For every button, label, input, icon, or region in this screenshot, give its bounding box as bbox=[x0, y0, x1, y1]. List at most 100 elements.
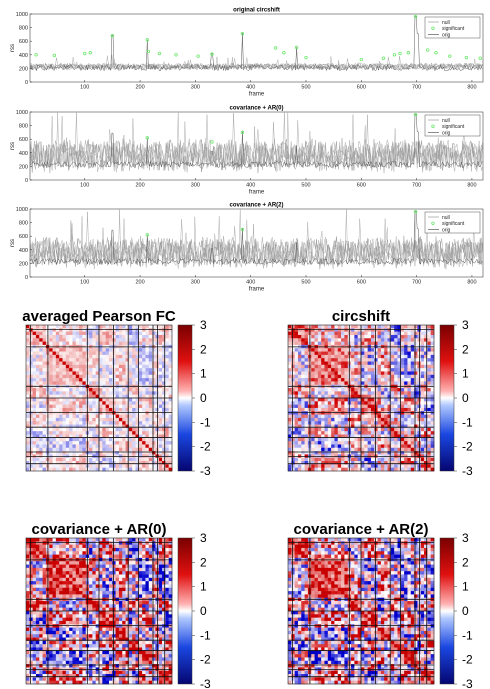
heatmap-cell bbox=[301, 368, 305, 372]
heatmap-cell bbox=[331, 331, 335, 336]
heatmap-cell bbox=[95, 328, 100, 332]
heatmap-cell bbox=[82, 441, 87, 445]
heatmap-cell bbox=[424, 414, 428, 419]
heatmap-cell bbox=[79, 577, 83, 582]
heatmap-cell bbox=[334, 348, 339, 352]
heatmap-cell bbox=[75, 544, 80, 549]
heatmap-cell bbox=[148, 541, 153, 545]
heatmap-cell bbox=[32, 328, 37, 332]
heatmap-cell bbox=[152, 431, 156, 435]
heatmap-cell bbox=[357, 361, 362, 366]
heatmap-cell bbox=[29, 464, 33, 468]
heatmap-cell bbox=[95, 551, 100, 555]
heatmap-cell bbox=[138, 351, 143, 356]
heatmap-cell bbox=[59, 567, 63, 572]
heatmap-cell bbox=[361, 414, 365, 419]
heatmap-cell bbox=[390, 361, 395, 366]
heatmap-cell bbox=[361, 394, 365, 399]
heatmap-cell bbox=[32, 444, 37, 449]
heatmap-cell bbox=[145, 541, 150, 545]
heatmap-cell bbox=[59, 464, 63, 468]
heatmap-cell bbox=[301, 404, 305, 409]
heatmap-cell bbox=[297, 417, 302, 422]
heatmap-cells bbox=[288, 325, 435, 472]
heatmap-cell bbox=[79, 427, 83, 432]
heatmap-cell bbox=[102, 325, 106, 329]
heatmap-cell bbox=[311, 351, 315, 356]
heatmap-cell bbox=[344, 358, 349, 362]
heatmap-cell bbox=[99, 424, 103, 429]
heatmap-cell bbox=[135, 437, 140, 442]
heatmap-cell bbox=[112, 368, 116, 372]
heatmap-cell bbox=[132, 338, 136, 342]
heatmap-cell bbox=[404, 368, 408, 372]
heatmap-cell bbox=[331, 444, 335, 449]
heatmap-cell bbox=[55, 451, 60, 455]
heatmap-cell bbox=[297, 464, 302, 468]
heatmap-cell bbox=[35, 374, 40, 379]
heatmap-cell bbox=[65, 407, 70, 412]
heatmap-cell bbox=[128, 404, 133, 409]
heatmap-cell bbox=[128, 444, 133, 449]
heatmap-cell bbox=[165, 434, 169, 439]
heatmap-cell bbox=[297, 411, 302, 415]
heatmap-cell bbox=[95, 404, 100, 409]
heatmap-cell bbox=[361, 404, 365, 409]
heatmap-cell bbox=[404, 364, 408, 369]
heatmap-cell bbox=[162, 358, 166, 362]
heatmap-cell bbox=[142, 338, 146, 342]
heatmap-cell bbox=[142, 417, 146, 422]
heatmap-cell bbox=[32, 547, 37, 552]
heatmap-cell bbox=[115, 601, 120, 605]
heatmap-cell bbox=[317, 334, 322, 339]
heatmap-cell bbox=[105, 378, 110, 382]
heatmap-cell bbox=[145, 554, 150, 559]
heatmap-cell bbox=[108, 414, 113, 419]
heatmap-cell bbox=[324, 388, 329, 392]
heatmap-cell bbox=[72, 587, 77, 592]
heatmap-cell bbox=[125, 451, 130, 455]
heatmap-cell bbox=[99, 358, 103, 362]
heatmap-cell bbox=[404, 354, 408, 359]
heatmap-cell bbox=[291, 461, 295, 465]
heatmap-cell bbox=[122, 547, 126, 552]
heatmap-cell bbox=[115, 544, 120, 549]
heatmap-cell bbox=[291, 351, 295, 356]
heatmap-cell bbox=[39, 338, 43, 342]
heatmap-cell bbox=[49, 331, 53, 336]
heatmap-cell bbox=[142, 451, 146, 455]
heatmap-cell bbox=[62, 331, 67, 336]
heatmap-cell bbox=[331, 354, 335, 359]
heatmap-cell bbox=[128, 364, 133, 369]
heatmap-cell bbox=[400, 368, 405, 372]
heatmap-cell bbox=[79, 457, 83, 462]
heatmap-cell bbox=[394, 431, 398, 435]
heatmap-cell bbox=[79, 467, 83, 472]
heatmap-cell bbox=[55, 591, 60, 595]
heatmap-cell bbox=[158, 351, 163, 356]
heatmap-cell bbox=[132, 447, 136, 452]
heatmap-cell bbox=[72, 538, 77, 542]
heatmap-cell bbox=[364, 421, 368, 425]
heatmap-cell bbox=[390, 441, 395, 445]
heatmap-cell bbox=[321, 444, 325, 449]
heatmap-cell bbox=[162, 464, 166, 468]
heatmap-cell bbox=[142, 601, 146, 605]
heatmap-cell bbox=[400, 331, 405, 336]
heatmap-cell bbox=[32, 371, 37, 376]
heatmap-cell bbox=[301, 334, 305, 339]
heatmap-cell bbox=[69, 361, 73, 366]
heatmap-cell bbox=[102, 414, 106, 419]
heatmap-cell bbox=[128, 574, 133, 579]
heatmap-cell bbox=[99, 564, 103, 569]
heatmap-cell bbox=[95, 584, 100, 589]
heatmap-cell bbox=[291, 358, 295, 362]
heatmap-cell bbox=[165, 374, 169, 379]
heatmap-cell bbox=[62, 594, 67, 599]
heatmap-cell bbox=[397, 417, 402, 422]
heatmap-cell bbox=[102, 464, 106, 468]
heatmap-cell bbox=[424, 404, 428, 409]
heatmap-cell bbox=[374, 414, 378, 419]
heatmap-cell bbox=[384, 427, 388, 432]
heatmap-cell bbox=[72, 447, 77, 452]
